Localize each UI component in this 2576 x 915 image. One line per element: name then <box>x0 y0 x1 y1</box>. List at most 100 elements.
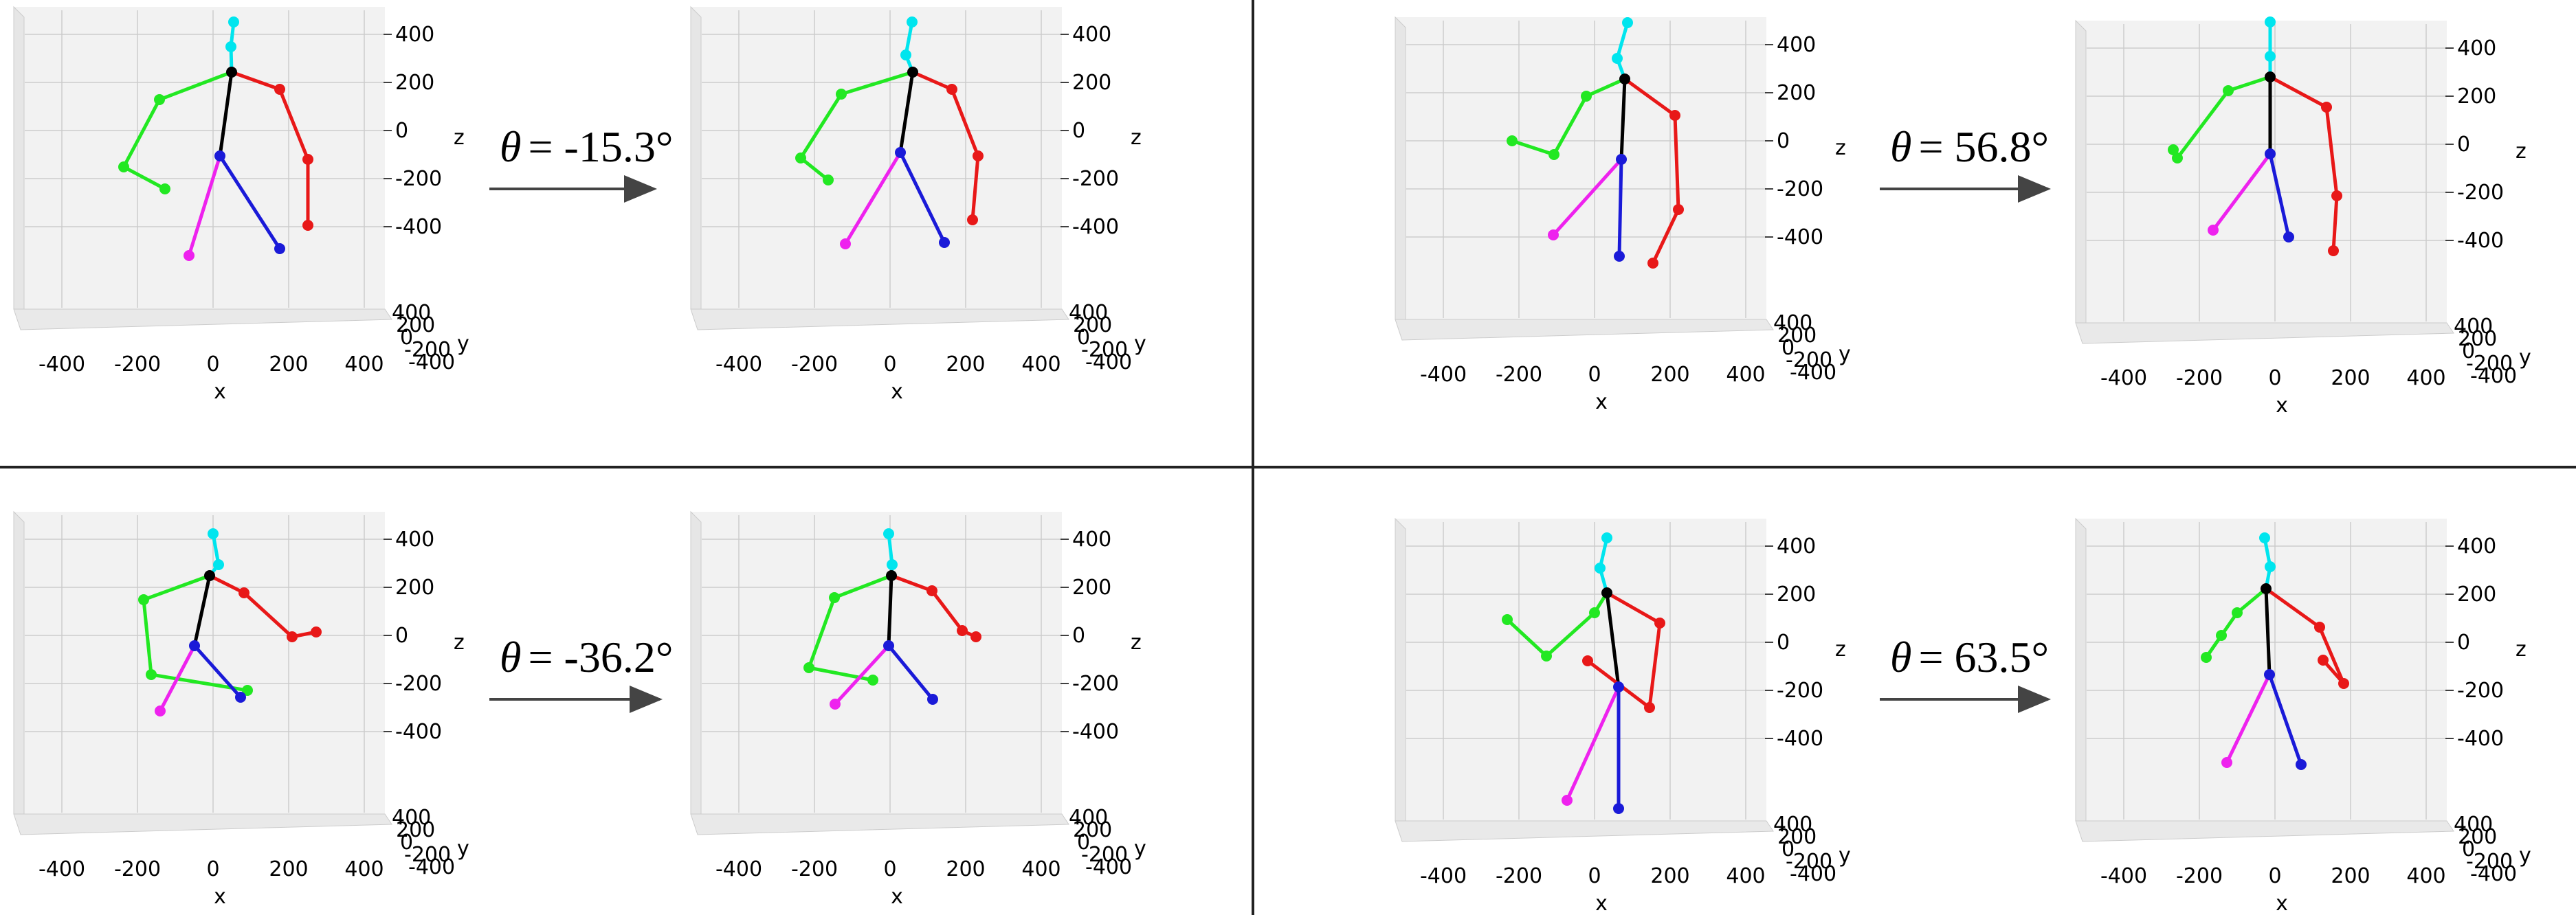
axis-pane <box>691 512 1062 814</box>
joint-head <box>208 528 219 539</box>
floor-pane <box>1395 820 1774 842</box>
bone-right-arm <box>889 574 934 593</box>
joint-lwr <box>2168 144 2179 155</box>
joint-chest <box>886 570 897 581</box>
joint-lsh <box>2223 85 2234 96</box>
joint-lkn <box>2221 757 2232 768</box>
z-tick-label: -200 <box>1777 679 1823 703</box>
left-pane <box>690 5 702 310</box>
bone-left-arm <box>807 596 836 670</box>
theta-symbol: θ <box>1890 122 1911 171</box>
z-tick-label: 400 <box>1072 528 1111 552</box>
bone-left-arm <box>122 165 167 191</box>
floor-pane <box>690 813 1069 835</box>
joint-hip <box>883 640 894 651</box>
joint-rsh <box>2314 622 2325 633</box>
axis-pane <box>691 7 1062 309</box>
bone-torso <box>887 574 893 648</box>
joint-head <box>907 16 918 27</box>
joint-head <box>2259 532 2270 543</box>
joint-lwr <box>159 183 170 194</box>
x-axis-label: x <box>1595 390 1608 414</box>
bone-left-arm <box>1584 77 1627 98</box>
bone-right-arm <box>2331 194 2339 253</box>
joint-rwr <box>970 631 981 642</box>
bone-left-arm <box>832 574 893 600</box>
x-tick-label: 0 <box>883 352 896 376</box>
x-tick-label: 400 <box>2406 864 2445 888</box>
y-tick-label: 400 <box>2454 315 2493 339</box>
left-pane <box>2075 517 2087 822</box>
z-tick-label: -200 <box>2457 679 2504 703</box>
x-tick-label: 0 <box>2268 366 2281 390</box>
z-tick-label: 200 <box>395 576 434 600</box>
joint-neck <box>900 49 911 60</box>
joint-lkn <box>184 250 195 261</box>
z-tick-label: -400 <box>1072 215 1119 239</box>
joint-lel <box>1541 651 1552 662</box>
joint-neck <box>887 559 898 570</box>
x-tick-label: 200 <box>2331 864 2370 888</box>
z-tick-label: 400 <box>1777 534 1816 558</box>
arrows-layer: θ = -15.3° θ = 56.8°θ = -36.2° θ = 63.5° <box>489 122 2051 713</box>
x-tick-label: -200 <box>791 857 838 881</box>
bone-right-arm <box>930 589 964 633</box>
bone-right-leg <box>1617 157 1623 258</box>
y-tick-label: 0 <box>1781 837 1795 861</box>
joint-rwr <box>1582 655 1593 666</box>
y-tick-label: -400 <box>1085 855 1132 879</box>
x-tick-label: -200 <box>1496 864 1542 888</box>
y-tick-label: -200 <box>1786 850 1832 874</box>
x-tick-label: 0 <box>206 857 219 881</box>
x-tick-label: 400 <box>1726 363 1765 387</box>
y-tick-label: -200 <box>1081 338 1128 362</box>
joint-neck <box>225 41 236 52</box>
bone-left-leg <box>1551 157 1623 237</box>
joint-rwr <box>311 626 322 637</box>
joint-hip <box>1616 154 1627 165</box>
x-tick-label: 200 <box>1650 363 1689 387</box>
x-tick-label: 400 <box>344 857 384 881</box>
y-tick-label: 200 <box>1073 818 1112 842</box>
x-axis-label: x <box>891 885 903 909</box>
joint-rel <box>2331 190 2342 201</box>
joint-head <box>2265 16 2276 27</box>
x-tick-label: 400 <box>1021 352 1061 376</box>
joint-rel <box>287 631 298 642</box>
x-axis-label: x <box>214 885 226 909</box>
bone-right-arm <box>230 70 282 91</box>
joint-chest <box>1601 587 1612 598</box>
joint-rel <box>973 150 984 161</box>
bone-left-arm <box>799 156 830 182</box>
joint-lel <box>146 669 157 680</box>
joint-rsh <box>946 84 957 95</box>
z-axis-label: z <box>454 126 465 150</box>
y-tick-label: -200 <box>1081 843 1128 867</box>
y-axis-label: y <box>2519 844 2531 868</box>
axis-pane <box>14 512 385 814</box>
y-tick-label: 400 <box>2454 813 2493 837</box>
bone-right-arm <box>1673 113 1680 212</box>
bone-right-arm <box>1651 207 1680 265</box>
z-tick-label: -400 <box>1777 727 1823 751</box>
joint-lsh <box>1581 91 1592 102</box>
x-tick-label: 200 <box>269 857 308 881</box>
joint-rwr <box>302 220 313 231</box>
joint-lel <box>1548 149 1559 160</box>
axis-pane <box>1395 519 1766 821</box>
theta-label: θ = 63.5° <box>1890 633 2049 681</box>
z-axis-label: z <box>2516 637 2527 662</box>
bone-right-leg <box>2267 673 2303 767</box>
theta-symbol: θ <box>500 633 521 681</box>
joint-lkn <box>155 705 166 716</box>
x-tick-label: -200 <box>791 352 838 376</box>
y-tick-label: 200 <box>1777 324 1817 348</box>
x-tick-label: -400 <box>38 857 85 881</box>
floor-pane <box>690 308 1069 330</box>
bone-left-arm <box>157 70 234 102</box>
